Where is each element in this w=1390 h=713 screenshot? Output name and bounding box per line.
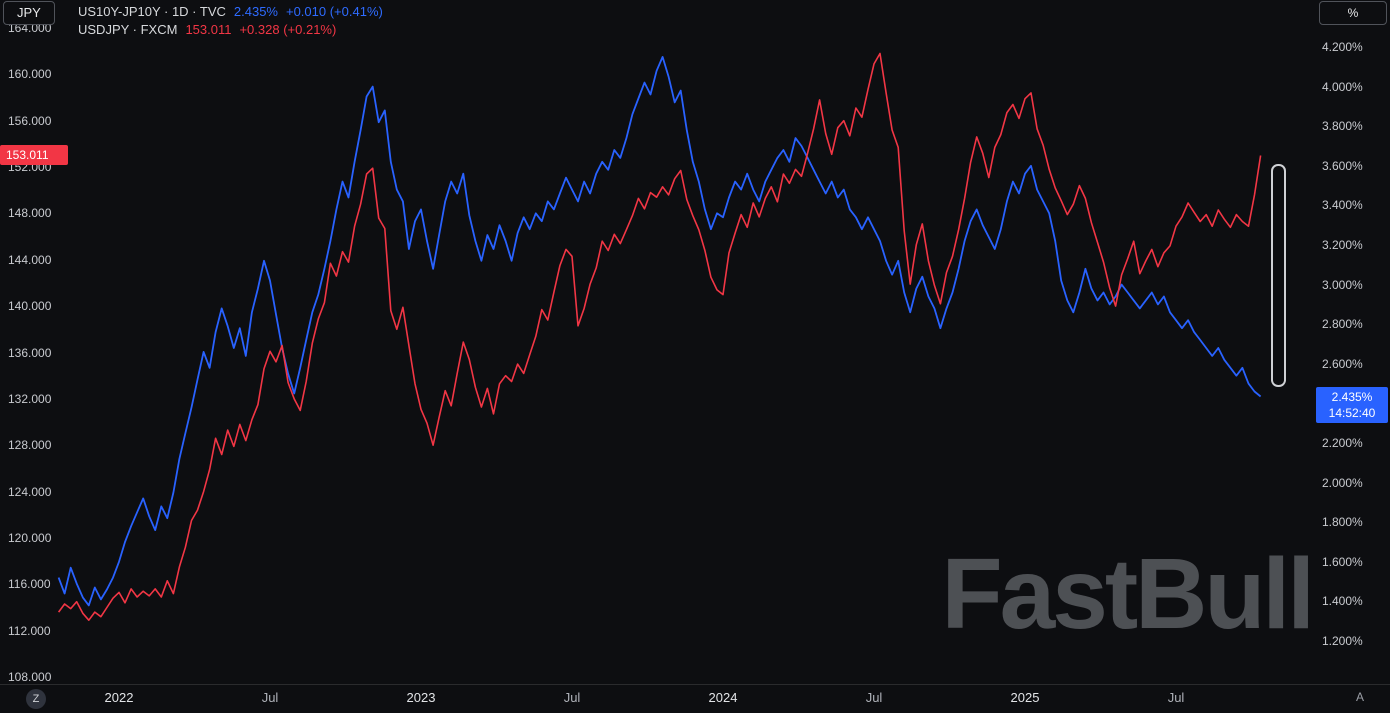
time-axis-tick: 2022: [104, 690, 134, 705]
time-axis[interactable]: Z A 2022 Jul 2023 Jul 2024 Jul 2025 Jul: [0, 684, 1390, 713]
right-scale-slider[interactable]: [1271, 164, 1286, 387]
legend-value-spread: 2.435%: [233, 4, 278, 19]
series-line-us10y-jp10y[interactable]: [57, 56, 1262, 607]
legend-row-usdjpy[interactable]: USDJPY · FXCM 153.011 +0.328 (+0.21%): [78, 21, 383, 39]
time-axis-tick: Jul: [261, 690, 279, 705]
symbol-currency-button[interactable]: JPY: [3, 1, 55, 25]
legend-change-spread: +0.010 (+0.41%): [285, 4, 383, 19]
percent-scale-button[interactable]: %: [1319, 1, 1387, 25]
time-axis-tick: Jul: [1167, 690, 1185, 705]
legend-title-usdjpy[interactable]: USDJPY · FXCM: [78, 22, 178, 37]
timezone-button[interactable]: Z: [26, 689, 46, 709]
fastbull-watermark: FastBull: [941, 538, 1315, 650]
legend-title-spread[interactable]: US10Y-JP10Y · 1D · TVC: [78, 4, 226, 19]
legend-row-spread[interactable]: US10Y-JP10Y · 1D · TVC 2.435% +0.010 (+0…: [78, 3, 383, 21]
time-axis-tick: Jul: [563, 690, 581, 705]
time-axis-tick: 2024: [708, 690, 738, 705]
series-line-usdjpy[interactable]: [57, 52, 1262, 622]
legend-value-usdjpy: 153.011: [185, 22, 232, 37]
time-axis-tick: 2025: [1010, 690, 1040, 705]
price-chart[interactable]: [0, 0, 1390, 684]
legend-change-usdjpy: +0.328 (+0.21%): [239, 22, 337, 37]
auto-scale-button[interactable]: A: [1355, 690, 1364, 704]
legend: US10Y-JP10Y · 1D · TVC 2.435% +0.010 (+0…: [78, 3, 383, 39]
time-axis-tick: Jul: [865, 690, 883, 705]
time-axis-tick: 2023: [406, 690, 436, 705]
